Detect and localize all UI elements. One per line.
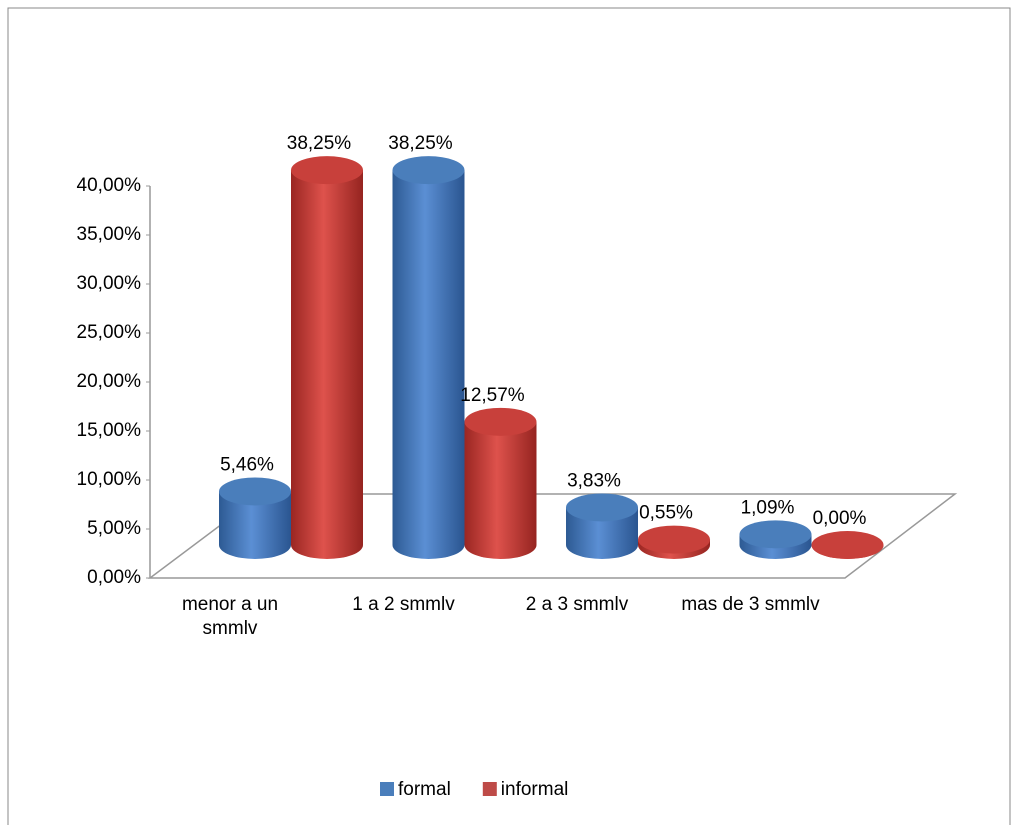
x-tick-label: 2 a 3 smmlv [525,594,629,615]
data-label: 0,55% [639,503,693,524]
data-label: 38,25% [388,133,453,154]
y-tick-label: 15,00% [77,420,142,441]
y-tick-label: 10,00% [77,469,142,490]
y-tick-label: 40,00% [77,175,142,196]
bar-top [811,531,884,559]
data-label: 12,57% [460,385,525,406]
bar-top [739,520,812,549]
x-tick-label: 1 a 2 smmlv [352,594,455,615]
y-tick-label: 5,00% [87,518,141,539]
bar-top [566,493,638,522]
y-tick-label: 20,00% [77,371,142,392]
data-label: 1,09% [741,497,795,518]
x-tick-label: mas de 3 smmlv [681,594,820,615]
bar-top [291,156,363,185]
y-tick-label: 35,00% [77,224,142,245]
bar-top [638,525,710,554]
data-label: 0,00% [813,508,867,529]
x-tick-label: menor a un smmlv [181,594,279,639]
bar [219,491,291,559]
data-label: 5,46% [220,455,274,476]
y-tick-label: 0,00% [87,567,141,588]
legend-swatch [380,782,394,796]
bar [566,507,638,559]
y-tick-label: 30,00% [77,273,142,294]
y-tick-label: 25,00% [77,322,142,343]
data-label: 38,25% [287,133,352,154]
bar-top [464,407,537,436]
bar-top [219,477,291,506]
data-label: 3,83% [567,470,621,491]
legend-swatch [482,782,497,796]
bar [392,170,465,559]
legend-label: informal [501,779,569,800]
bar [291,170,363,559]
bar [464,421,537,559]
bar-top [392,156,465,185]
chart-border [7,7,1011,825]
legend-label: formal [398,779,451,800]
